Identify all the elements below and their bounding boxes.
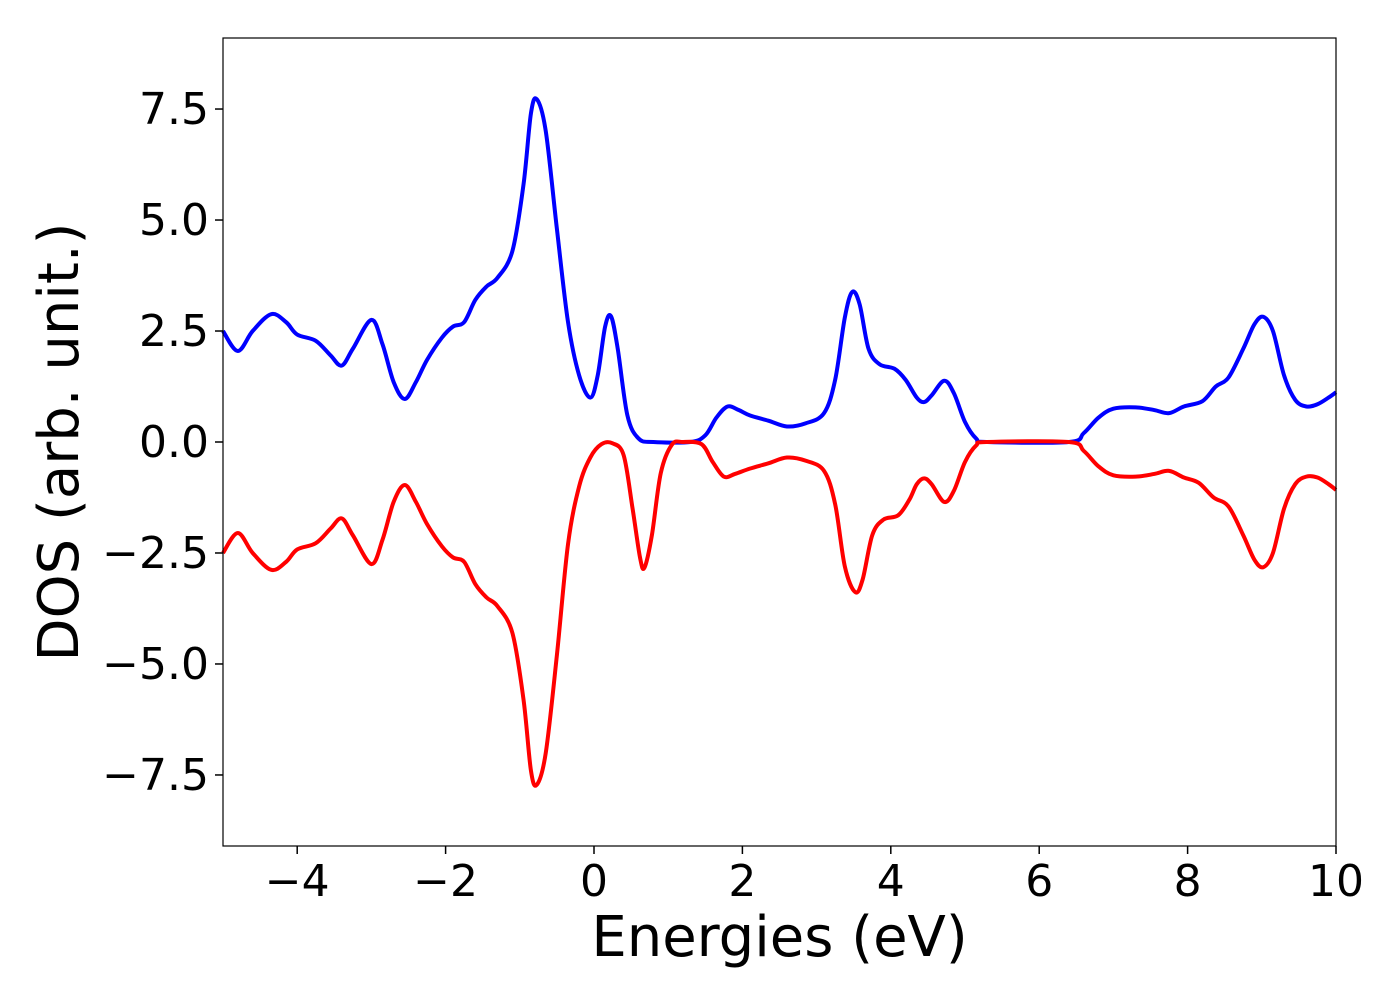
series-layer: [221, 96, 1338, 788]
series-line-2: [221, 439, 1338, 788]
x-tick-label: 6: [1025, 856, 1053, 907]
y-axis-ticks: 7.5 5.0 2.5 0.0 −2.5 −5.0 −7.5: [102, 84, 223, 801]
x-tick-label: −2: [413, 856, 478, 907]
y-tick-label: 0.0: [139, 417, 209, 468]
x-axis-label: Energies (eV): [591, 905, 967, 970]
y-tick-label: −2.5: [102, 528, 209, 579]
x-tick-label: 4: [877, 856, 905, 907]
x-tick-label: 8: [1174, 856, 1202, 907]
x-axis-ticks: −4 −2 0 2 4 6 8 10: [265, 846, 1364, 907]
x-tick-label: 0: [580, 856, 608, 907]
y-axis-label: DOS (arb. unit.): [27, 222, 92, 661]
y-tick-label: −5.0: [102, 639, 209, 690]
y-tick-label: −7.5: [102, 750, 209, 801]
y-tick-label: 7.5: [139, 84, 209, 135]
x-tick-label: 10: [1308, 856, 1364, 907]
series-line-1: [221, 96, 1338, 445]
y-tick-label: 5.0: [139, 195, 209, 246]
y-tick-label: 2.5: [139, 306, 209, 357]
x-tick-label: 2: [728, 856, 756, 907]
x-tick-label: −4: [265, 856, 330, 907]
